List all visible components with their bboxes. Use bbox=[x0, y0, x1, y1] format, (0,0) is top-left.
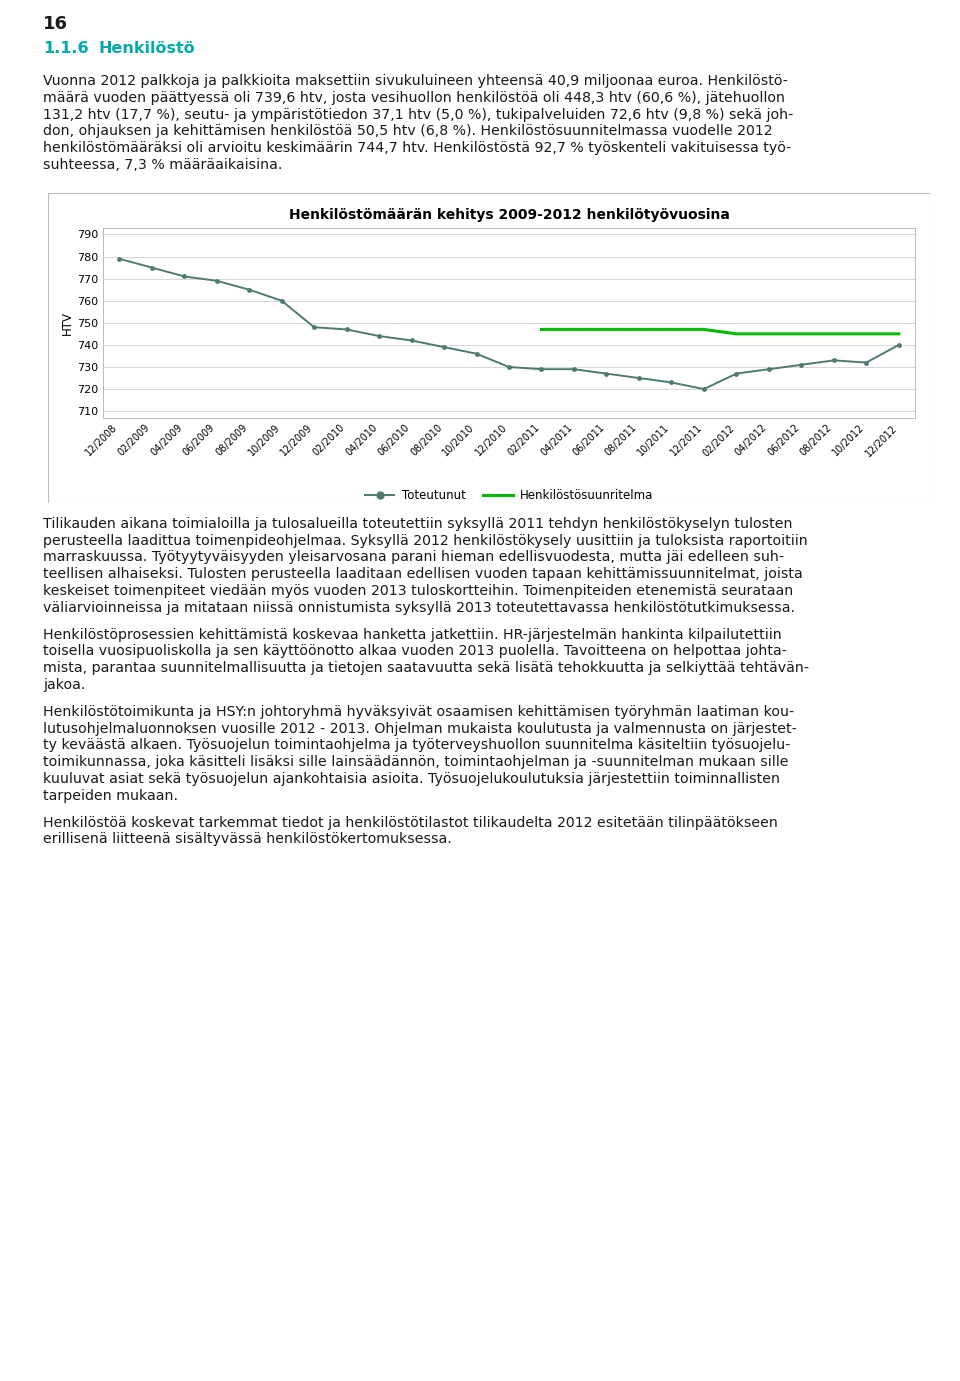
Text: erillisenä liitteenä sisältyvässä henkilöstökertomuksessa.: erillisenä liitteenä sisältyvässä henkil… bbox=[43, 833, 452, 847]
Text: jakoa.: jakoa. bbox=[43, 678, 85, 692]
Text: suhteessa, 7,3 % määräaikaisina.: suhteessa, 7,3 % määräaikaisina. bbox=[43, 157, 282, 173]
Text: Vuonna 2012 palkkoja ja palkkioita maksettiin sivukuluineen yhteensä 40,9 miljoo: Vuonna 2012 palkkoja ja palkkioita makse… bbox=[43, 75, 788, 88]
Text: marraskuussa. Työtyytyväisyyden yleisarvosana parani hieman edellisvuodesta, mut: marraskuussa. Työtyytyväisyyden yleisarv… bbox=[43, 551, 784, 565]
Text: lutusohjelmaluonnoksen vuosille 2012 - 2013. Ohjelman mukaista koulutusta ja val: lutusohjelmaluonnoksen vuosille 2012 - 2… bbox=[43, 722, 797, 736]
Text: Henkilöstö: Henkilöstö bbox=[98, 41, 195, 57]
Title: Henkilöstömäärän kehitys 2009-2012 henkilötyövuosina: Henkilöstömäärän kehitys 2009-2012 henki… bbox=[289, 209, 730, 222]
Text: 131,2 htv (17,7 %), seutu- ja ympäristötiedon 37,1 htv (5,0 %), tukipalveluiden : 131,2 htv (17,7 %), seutu- ja ympäristöt… bbox=[43, 108, 793, 122]
Text: määrä vuoden päättyessä oli 739,6 htv, josta vesihuollon henkilöstöä oli 448,3 h: määrä vuoden päättyessä oli 739,6 htv, j… bbox=[43, 91, 785, 105]
Text: perusteella laadittua toimenpideohjelmaa. Syksyllä 2012 henkilöstökysely uusitti: perusteella laadittua toimenpideohjelmaa… bbox=[43, 533, 807, 548]
Text: toimikunnassa, joka käsitteli lisäksi sille lainsäädännön, toimintaohjelman ja -: toimikunnassa, joka käsitteli lisäksi si… bbox=[43, 755, 788, 769]
Text: henkilöstömääräksi oli arvioitu keskimäärin 744,7 htv. Henkilöstöstä 92,7 % työs: henkilöstömääräksi oli arvioitu keskimää… bbox=[43, 141, 791, 155]
Text: kuuluvat asiat sekä työsuojelun ajankohtaisia asioita. Työsuojelukoulutuksia jär: kuuluvat asiat sekä työsuojelun ajankoht… bbox=[43, 772, 780, 786]
Text: Henkilöstöä koskevat tarkemmat tiedot ja henkilöstötilastot tilikaudelta 2012 es: Henkilöstöä koskevat tarkemmat tiedot ja… bbox=[43, 816, 778, 830]
Text: don, ohjauksen ja kehittämisen henkilöstöä 50,5 htv (6,8 %). Henkilöstösuunnitel: don, ohjauksen ja kehittämisen henkilöst… bbox=[43, 124, 773, 138]
Text: väliarvioinneissa ja mitataan niissä onnistumista syksyllä 2013 toteutettavassa : väliarvioinneissa ja mitataan niissä onn… bbox=[43, 601, 795, 615]
Text: Henkilöstötoimikunta ja HSY:n johtoryhmä hyväksyivät osaamisen kehittämisen työr: Henkilöstötoimikunta ja HSY:n johtoryhmä… bbox=[43, 704, 794, 718]
Text: teellisen alhaiseksi. Tulosten perusteella laaditaan edellisen vuoden tapaan keh: teellisen alhaiseksi. Tulosten perusteel… bbox=[43, 568, 803, 581]
Y-axis label: HTV: HTV bbox=[61, 311, 74, 334]
Text: toisella vuosipuoliskolla ja sen käyttöönotto alkaa vuoden 2013 puolella. Tavoit: toisella vuosipuoliskolla ja sen käyttöö… bbox=[43, 645, 787, 659]
Text: keskeiset toimenpiteet viedään myös vuoden 2013 tuloskortteihin. Toimenpiteiden : keskeiset toimenpiteet viedään myös vuod… bbox=[43, 584, 793, 598]
Text: tarpeiden mukaan.: tarpeiden mukaan. bbox=[43, 789, 178, 802]
Text: 16: 16 bbox=[43, 15, 68, 33]
Text: Tilikauden aikana toimialoilla ja tulosalueilla toteutettiin syksyllä 2011 tehdy: Tilikauden aikana toimialoilla ja tulosa… bbox=[43, 516, 793, 530]
Text: Henkilöstöprosessien kehittämistä koskevaa hanketta jatkettiin. HR-järjestelmän : Henkilöstöprosessien kehittämistä koskev… bbox=[43, 627, 781, 642]
Legend: Toteutunut, Henkilöstösuunritelma: Toteutunut, Henkilöstösuunritelma bbox=[360, 485, 658, 507]
Text: 1.1.6: 1.1.6 bbox=[43, 41, 88, 57]
Text: mista, parantaa suunnitelmallisuutta ja tietojen saatavuutta sekä lisätä tehokku: mista, parantaa suunnitelmallisuutta ja … bbox=[43, 661, 809, 675]
Text: ty keväästä alkaen. Työsuojelun toimintaohjelma ja työterveyshuollon suunnitelma: ty keväästä alkaen. Työsuojelun toiminta… bbox=[43, 739, 790, 753]
